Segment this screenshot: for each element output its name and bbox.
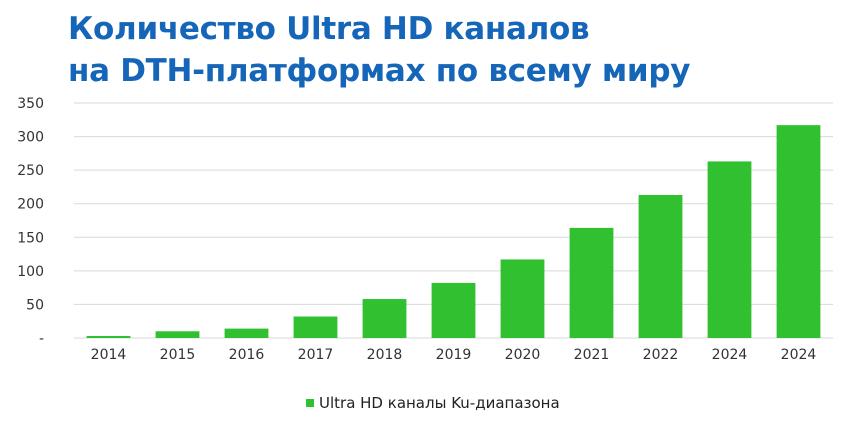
bar (293, 316, 338, 338)
bar (224, 328, 269, 338)
x-tick-label: 2021 (574, 347, 610, 363)
x-tick-label: 2024 (712, 347, 748, 363)
y-tick-label: - (39, 331, 44, 347)
x-tick-label: 2018 (367, 347, 403, 363)
x-tick-label: 2022 (643, 347, 679, 363)
chart-title: Количество Ultra HD каналов на DTH-платф… (68, 8, 828, 92)
bar (776, 125, 821, 339)
bar (638, 194, 683, 338)
x-tick-label: 2019 (436, 347, 472, 363)
bar (362, 299, 407, 338)
chart-title-line-2: на DTH-платформах по всему миру (68, 53, 691, 89)
x-tick-label: 2015 (160, 347, 196, 363)
chart-title-line-1: Количество Ultra HD каналов (68, 11, 590, 47)
y-tick-label: 300 (17, 130, 44, 146)
y-tick-label: 200 (17, 197, 44, 213)
chart-legend: Ultra HD каналы Ku-диапазона (306, 394, 560, 412)
x-tick-label: 2020 (505, 347, 541, 363)
bar (569, 227, 614, 338)
legend-label: Ultra HD каналы Ku-диапазона (319, 394, 560, 412)
x-tick-label: 2024 (781, 347, 817, 363)
legend-swatch (306, 399, 314, 407)
y-tick-label: 50 (26, 297, 44, 313)
bar (707, 161, 752, 338)
bar (500, 259, 545, 338)
y-tick-label: 350 (17, 96, 44, 112)
y-tick-label: 150 (17, 230, 44, 246)
bar (86, 335, 131, 338)
x-tick-label: 2016 (229, 347, 265, 363)
bar (431, 282, 476, 338)
y-tick-label: 100 (17, 264, 44, 280)
x-tick-label: 2017 (298, 347, 334, 363)
bar (155, 331, 200, 338)
y-tick-label: 250 (17, 163, 44, 179)
x-tick-label: 2014 (91, 347, 127, 363)
